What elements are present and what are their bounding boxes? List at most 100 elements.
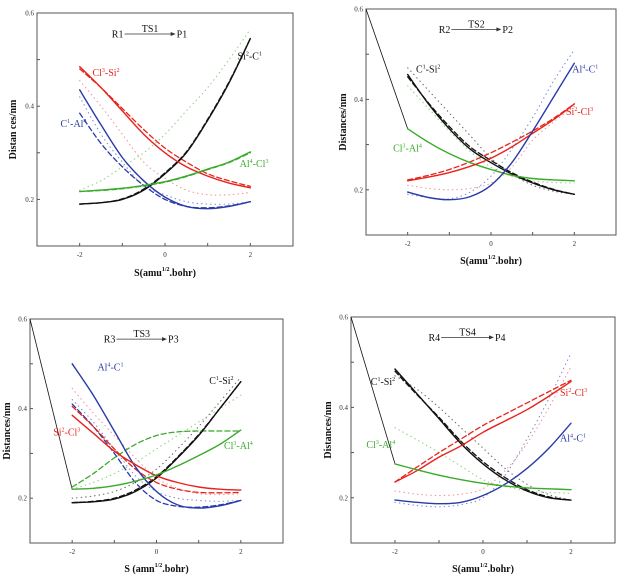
reaction-annotation: R2 TS2 P2: [439, 19, 513, 36]
x-tick-label: 0: [481, 548, 485, 556]
series-line-al4-cl3-dashed: [79, 152, 251, 193]
x-tick-label: 2: [569, 548, 573, 556]
y-axis-title: Distances/nm: [338, 93, 349, 151]
series-label: Al4-C1: [97, 363, 123, 374]
series-line-cl3-al4: [71, 429, 242, 490]
series-label: Cl3-Si2: [92, 68, 119, 79]
series-line-cl3-al4-dotted: [71, 394, 242, 490]
series-line-al4-cl3: [79, 151, 251, 193]
series-label: Cl3-Al4: [224, 441, 253, 452]
series-line-al4-c1-dotted: [394, 352, 572, 508]
series-line-si2-cl3: [394, 380, 572, 483]
series-line-c1-si2-dotted: [394, 375, 572, 501]
y-tick-label: 0.6: [18, 316, 27, 324]
reaction-annotation: R3 TS3 P3: [104, 329, 179, 346]
x-tick-label: 2: [249, 251, 253, 259]
series-label: C1-Si2: [371, 377, 395, 388]
transition-state-label: TS2: [468, 19, 485, 30]
series-label: Al4-Cl3: [240, 159, 269, 170]
reactant-label: R3: [104, 335, 116, 346]
x-tick-label: -2: [405, 240, 411, 248]
x-tick-label: 0: [163, 251, 167, 259]
y-tick-label: 0.2: [354, 186, 363, 194]
series-line-si2-cl3-dotted: [71, 387, 242, 496]
arrow-head-icon: [162, 337, 168, 342]
series-line-c1-si2-dotted: [407, 67, 575, 195]
arrow-head-icon: [170, 31, 176, 36]
y-axis-title: Distan ces/nm: [8, 99, 19, 159]
series-line-cl3-al4-dotted: [407, 85, 575, 184]
transition-state-label: TS3: [133, 329, 150, 340]
y-axis-title: Distances/nm: [323, 401, 334, 459]
series-line-cl3-al4-dashed: [71, 430, 242, 488]
series-line-si2-c1: [79, 37, 251, 205]
transition-state-label: TS4: [459, 327, 476, 338]
series-line-si2-cl3-dotted: [407, 105, 575, 191]
x-tick-label: -2: [392, 548, 398, 556]
panel-r2-ts2-p2: 0.2 0.4 0.6 -2 0 2 Distances/nm S(amu1/2.bohr) R…: [338, 6, 617, 267]
series-label: Cl3-Al4: [366, 440, 395, 451]
y-tick-label: 0.2: [18, 495, 27, 503]
series-line-c1-si2: [71, 381, 242, 504]
series-label: Si2-Cl3: [566, 107, 593, 118]
arrow-head-icon: [489, 335, 494, 340]
product-label: P4: [495, 333, 506, 344]
x-tick-label: -2: [69, 548, 75, 556]
series-label: Al4-C1: [572, 64, 598, 75]
y-tick-label: 0.6: [354, 6, 363, 14]
panel-r3-ts3-p3: 0.2 0.4 0.6 -2 0 2 Distances/nm S (amn1/2.bohr)…: [2, 316, 284, 575]
reactant-label: R2: [439, 25, 451, 36]
x-tick-label: 2: [239, 548, 243, 556]
series-label: Al4-C1: [560, 433, 586, 444]
series-line-si2-cl3-dashed: [71, 405, 242, 494]
panel-r1-ts1-p1: 0.2 0.4 0.6 -2 0 2 Distan ces/nm S(amu1/2.bohr)…: [8, 10, 294, 279]
plot-frame: [350, 316, 616, 544]
series-line-si2-cl3-dashed: [407, 103, 575, 181]
y-tick-label: 0.2: [25, 196, 34, 204]
x-axis-title: S(amu1/2.bohr): [134, 267, 196, 279]
series-line-c1-al4-dashed: [79, 112, 251, 209]
series-line-c1-si2-dashed: [71, 381, 242, 504]
series-line-c1-si2-dashed: [394, 370, 572, 501]
series-label: C1-Si2: [416, 64, 440, 75]
series-line-c1-si2-dotted: [71, 376, 242, 499]
series-label: Si2-C1: [238, 52, 262, 63]
series-line-cl3-si2-dotted: [79, 80, 251, 196]
series-label: C1-Si2: [209, 376, 233, 387]
connector-line: [365, 8, 409, 129]
plot-frame: [365, 8, 617, 236]
series-line-c1-si2: [407, 73, 575, 195]
series-line-cl3-si2-dashed: [79, 68, 251, 188]
series-label: Si2-Cl3: [53, 427, 80, 438]
reaction-annotation: R4 TS4 P4: [429, 327, 506, 344]
connector-line: [29, 318, 73, 490]
y-axis-title: Distances/nm: [2, 402, 13, 460]
y-tick-label: 0.4: [18, 405, 27, 413]
series-label: C1-Al4: [60, 119, 86, 130]
transition-state-label: TS1: [142, 24, 159, 35]
series-line-cl3-al4: [394, 463, 572, 491]
arrow-head-icon: [496, 27, 502, 32]
product-label: P1: [177, 29, 188, 40]
y-tick-label: 0.6: [339, 314, 348, 322]
series-line-cl3-al4: [407, 128, 575, 182]
series-line-c1-si2: [394, 368, 572, 501]
reactant-label: R1: [112, 29, 124, 40]
x-tick-label: 2: [573, 240, 577, 248]
product-label: P2: [502, 25, 513, 36]
series-line-al4-c1: [71, 363, 242, 509]
series-line-c1-al4-dotted: [79, 96, 251, 205]
reactant-label: R4: [429, 333, 441, 344]
panel-r4-ts4-p4: 0.2 0.4 0.6 -2 0 2 Distances/nm S(amu1/2.bohr) R…: [323, 314, 616, 575]
series-line-si2-cl3: [407, 103, 575, 182]
series-line-cl3-si2: [79, 65, 251, 189]
y-tick-label: 0.4: [25, 103, 34, 111]
x-tick-label: -2: [77, 251, 83, 259]
series-line-al4-c1: [394, 422, 572, 505]
series-line-al4-c1: [407, 62, 575, 201]
y-tick-label: 0.6: [25, 10, 34, 18]
series-label: Cl3-Al4: [393, 143, 422, 154]
series-line-al4-cl3-dotted: [79, 28, 251, 191]
x-tick-label: 0: [489, 240, 493, 248]
